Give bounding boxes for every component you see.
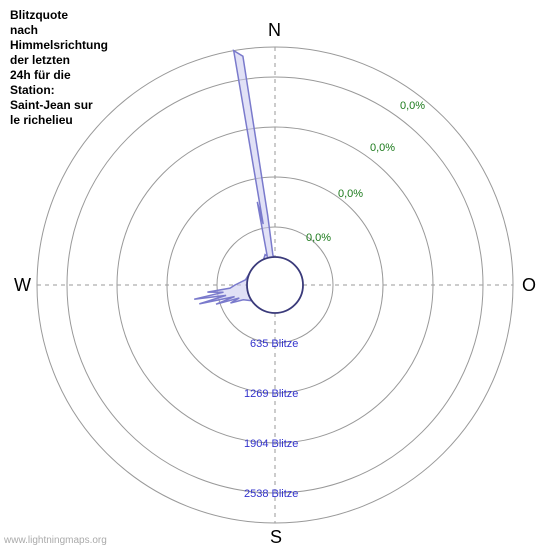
cardinal-o: O <box>522 275 536 296</box>
title-line: 24h für die <box>10 68 71 82</box>
title-line: Blitzquote <box>10 8 68 22</box>
blue-label-4: 2538 Blitze <box>244 488 298 500</box>
green-label-1: 0,0% <box>306 232 331 244</box>
title-line: Station: <box>10 83 55 97</box>
title-line: der letzten <box>10 53 70 67</box>
title-line: le richelieu <box>10 113 73 127</box>
green-label-4: 0,0% <box>400 100 425 112</box>
green-label-2: 0,0% <box>338 188 363 200</box>
title-line: Saint-Jean sur <box>10 98 93 112</box>
cardinal-w: W <box>14 275 31 296</box>
blue-label-2: 1269 Blitze <box>244 388 298 400</box>
cardinal-s: S <box>270 527 282 548</box>
blue-label-1: 635 Blitze <box>250 338 298 350</box>
watermark: www.lightningmaps.org <box>4 535 107 546</box>
title-line: Himmelsrichtung <box>10 38 108 52</box>
inner-circle <box>247 257 303 313</box>
blue-label-3: 1904 Blitze <box>244 438 298 450</box>
cardinal-n: N <box>268 20 281 41</box>
title-block: Blitzquote nach Himmelsrichtung der letz… <box>10 8 108 128</box>
title-line: nach <box>10 23 38 37</box>
green-label-3: 0,0% <box>370 142 395 154</box>
chart-container: Blitzquote nach Himmelsrichtung der letz… <box>0 0 550 550</box>
